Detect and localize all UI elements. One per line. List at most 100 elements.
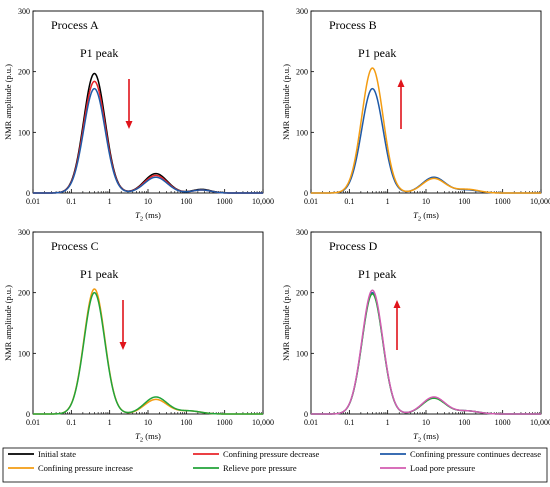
series-line: [32, 72, 264, 194]
legend-entry: Initial state: [8, 449, 76, 459]
series-line: [310, 291, 542, 415]
trend-arrow-head: [125, 121, 133, 129]
peak-annotation: P1 peak: [358, 46, 396, 60]
peak-annotation: P1 peak: [80, 267, 118, 281]
trend-arrow-head: [397, 79, 405, 87]
legend: Initial state Confining pressure decrease…: [2, 447, 548, 483]
legend-box: [2, 447, 548, 483]
x-tick-label: 10,000: [252, 418, 274, 427]
x-axis-label: T2 (ms): [135, 431, 161, 444]
y-tick-label: 0: [26, 189, 30, 198]
x-tick-label: 10: [422, 418, 430, 427]
legend-entry: Relieve pore pressure: [193, 463, 297, 473]
legend-label: Load pore pressure: [410, 463, 475, 473]
series-line: [310, 289, 542, 415]
series-line: [32, 288, 264, 415]
y-tick-label: 200: [296, 289, 308, 298]
series-line: [310, 67, 542, 194]
x-axis-label-subscript: 2: [418, 216, 421, 223]
x-axis-label: T2 (ms): [135, 210, 161, 223]
y-tick-label: 300: [296, 7, 308, 16]
x-tick-label: 0.1: [66, 197, 76, 206]
x-tick-label: 0.1: [344, 418, 354, 427]
legend-entry: Confining pressure decrease: [193, 449, 320, 459]
x-tick-label: 1000: [495, 418, 511, 427]
legend-entry: Confining pressure continues decrease: [380, 449, 541, 459]
panel-d: 0 100 200 300 0.01 0.1 1 10 100 1000 10,000 T2 (ms)…: [281, 228, 550, 444]
y-axis-label: NMR amplitude (p.u.): [281, 285, 291, 361]
legend-label: Confining pressure continues decrease: [410, 449, 541, 459]
legend-entry: Load pore pressure: [380, 463, 475, 473]
y-tick-label: 100: [296, 128, 308, 137]
x-axis-label-subscript: 2: [140, 437, 143, 444]
y-tick-label: 200: [18, 289, 30, 298]
x-axis-label-unit: (ms): [143, 210, 161, 220]
x-tick-label: 0.01: [304, 418, 318, 427]
series-line: [32, 80, 264, 194]
plot-frame: [32, 10, 264, 194]
panel-a: 0 100 200 300 0.01 0.1 1 10 100 1000 10,000 T2 (ms)…: [3, 7, 274, 223]
panel-b: 0 100 200 300 0.01 0.1 1 10 100 1000 10,000 T2 (ms)…: [281, 7, 550, 223]
x-axis-label-unit: (ms): [143, 431, 161, 441]
peak-annotation: P1 peak: [358, 267, 396, 281]
x-tick-label: 100: [458, 197, 470, 206]
y-tick-label: 200: [18, 68, 30, 77]
x-tick-label: 0.01: [26, 197, 40, 206]
y-axis-label: NMR amplitude (p.u.): [3, 64, 13, 140]
x-tick-label: 1000: [495, 197, 511, 206]
x-axis-label: T2 (ms): [413, 210, 439, 223]
trend-arrow-head: [119, 342, 127, 350]
panel-title: Process C: [51, 239, 99, 253]
x-tick-label: 10,000: [530, 197, 550, 206]
x-axis-label-subscript: 2: [140, 216, 143, 223]
legend-label: Confining pressure increase: [38, 463, 133, 473]
panel-c: 0 100 200 300 0.01 0.1 1 10 100 1000 10,000 T2 (ms)…: [3, 228, 274, 444]
panel-title: Process B: [329, 18, 377, 32]
y-tick-label: 0: [26, 410, 30, 419]
x-tick-label: 1: [108, 197, 112, 206]
y-tick-label: 100: [18, 349, 30, 358]
trend-arrow-head: [393, 300, 401, 308]
x-axis-label-symbol: T: [135, 431, 141, 441]
series-line: [310, 293, 542, 415]
x-tick-label: 10: [422, 197, 430, 206]
x-axis-label-symbol: T: [413, 210, 419, 220]
legend-entry: Confining pressure increase: [8, 463, 133, 473]
x-axis-label-symbol: T: [135, 210, 141, 220]
x-tick-label: 100: [180, 418, 192, 427]
y-tick-label: 100: [18, 128, 30, 137]
x-tick-label: 0.1: [344, 197, 354, 206]
plot-frame: [32, 231, 264, 415]
y-tick-label: 300: [18, 7, 30, 16]
x-tick-label: 1000: [217, 418, 233, 427]
x-tick-label: 10: [144, 197, 152, 206]
legend-label: Initial state: [38, 449, 76, 459]
legend-label: Confining pressure decrease: [223, 449, 320, 459]
panel-title: Process D: [329, 239, 378, 253]
plot-frame: [310, 10, 542, 194]
x-tick-label: 100: [458, 418, 470, 427]
x-tick-label: 1: [386, 418, 390, 427]
y-tick-label: 300: [296, 228, 308, 237]
series-line: [32, 87, 264, 194]
y-axis-label: NMR amplitude (p.u.): [281, 64, 291, 140]
y-tick-label: 300: [18, 228, 30, 237]
x-tick-label: 1: [386, 197, 390, 206]
x-tick-label: 0.01: [304, 197, 318, 206]
x-tick-label: 0.1: [66, 418, 76, 427]
y-tick-label: 0: [304, 189, 308, 198]
x-tick-label: 1000: [217, 197, 233, 206]
y-tick-label: 200: [296, 68, 308, 77]
peak-annotation: P1 peak: [80, 46, 118, 60]
x-axis-label-unit: (ms): [421, 210, 439, 220]
plot-frame: [310, 231, 542, 415]
y-axis-label: NMR amplitude (p.u.): [3, 285, 13, 361]
series-line: [310, 87, 542, 194]
x-axis-label-symbol: T: [413, 431, 419, 441]
x-tick-label: 10: [144, 418, 152, 427]
x-tick-label: 1: [108, 418, 112, 427]
panel-title: Process A: [51, 18, 99, 32]
y-tick-label: 100: [296, 349, 308, 358]
